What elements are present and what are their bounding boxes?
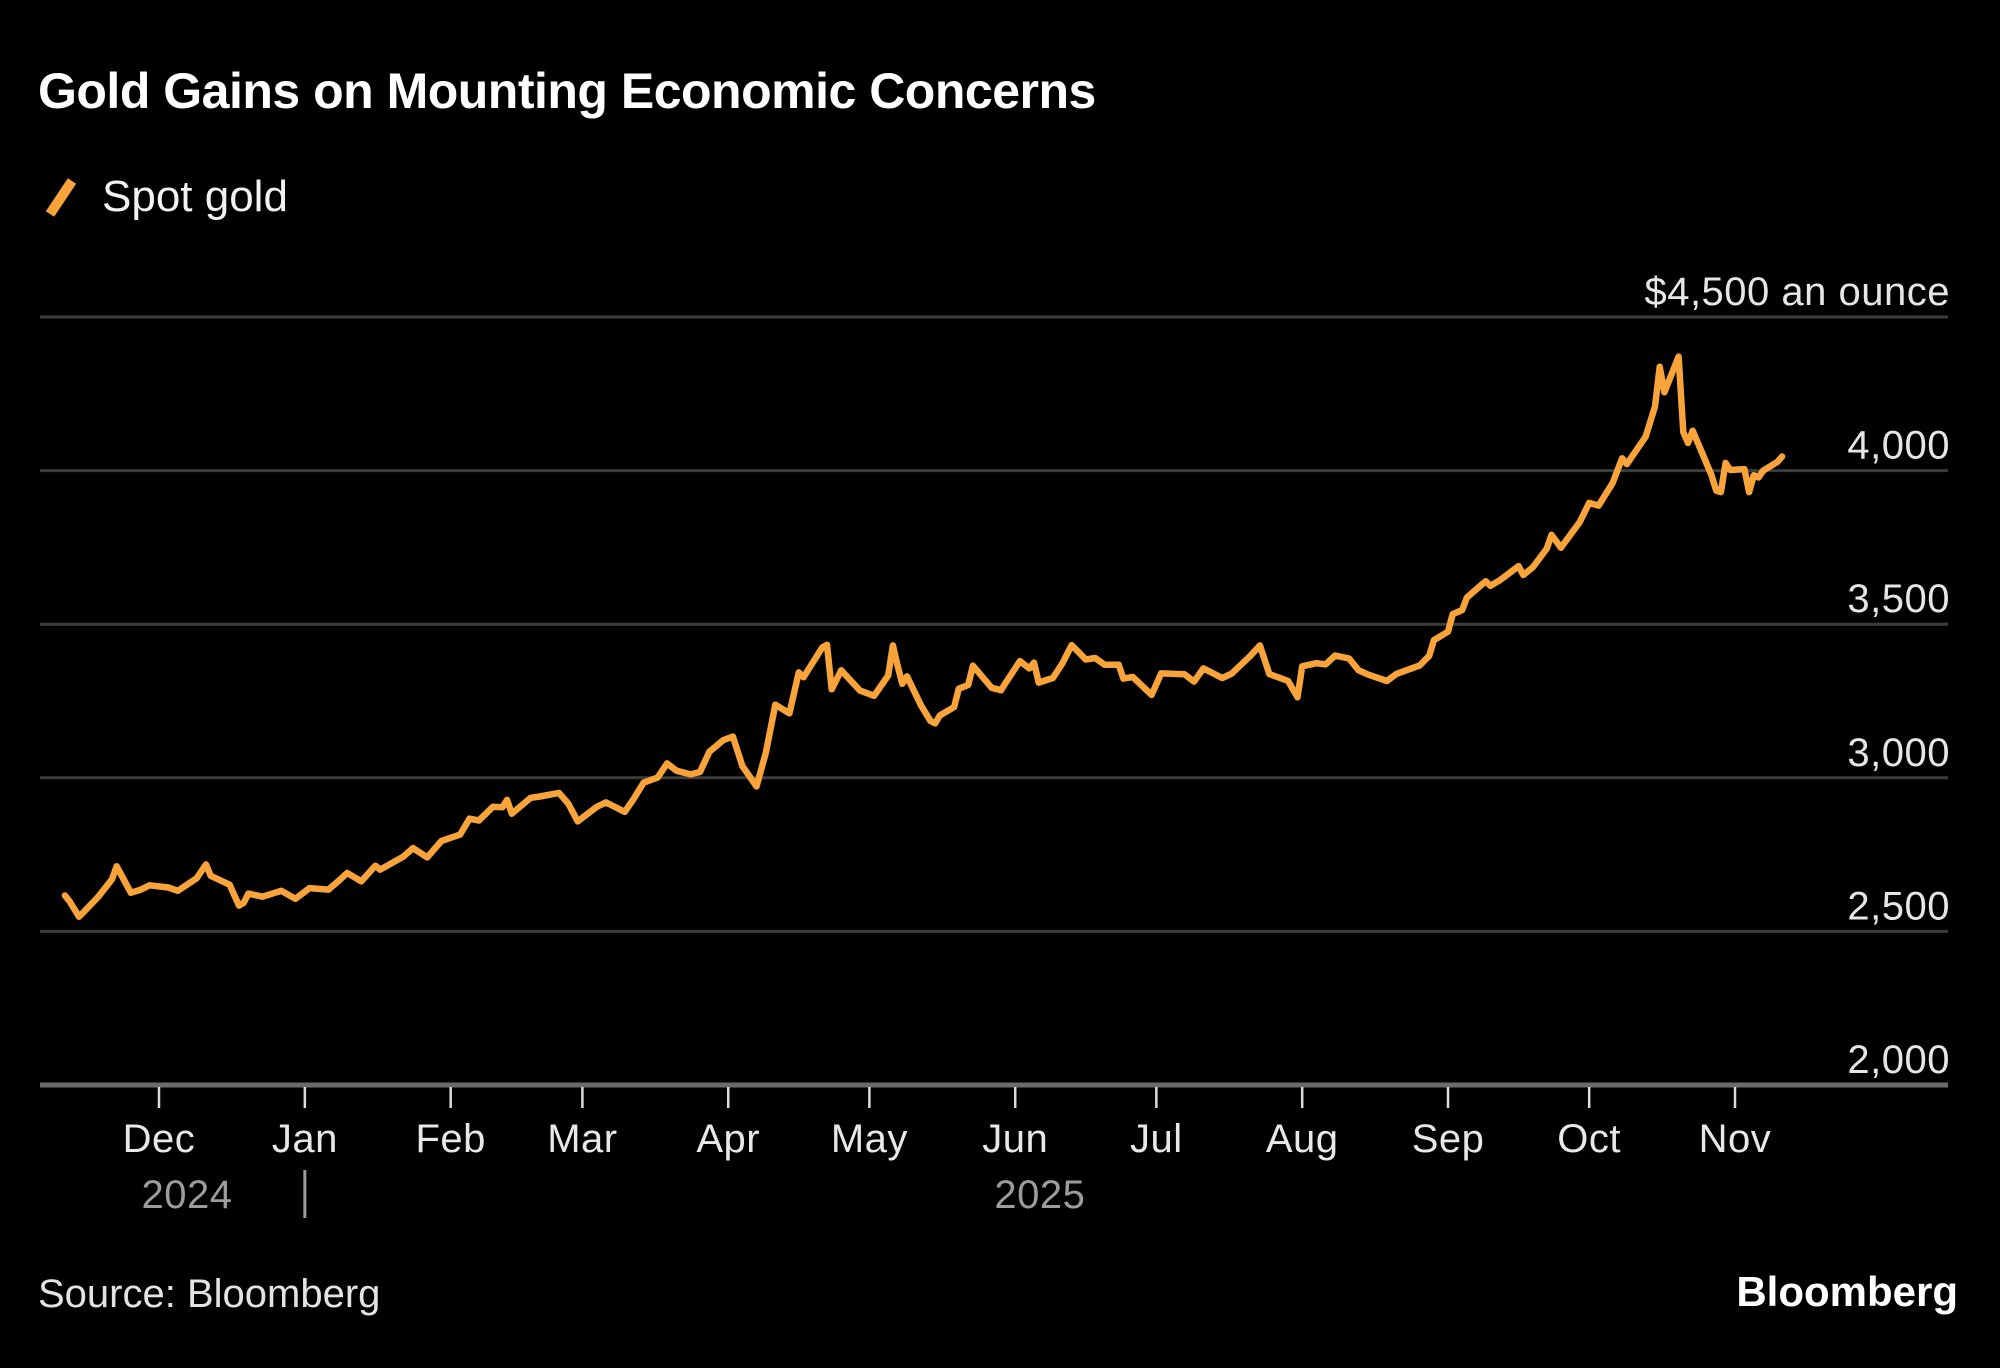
bloomberg-logo: Bloomberg <box>1736 1268 1958 1315</box>
x-axis-label-oct: Oct <box>1557 1117 1621 1161</box>
x-axis-label-apr: Apr <box>696 1117 760 1161</box>
y-axis-label-4500: $4,500 an ounce <box>1644 270 1950 314</box>
y-axis-label-2500: 2,500 <box>1847 884 1950 928</box>
y-axis-label-2000: 2,000 <box>1847 1038 1950 1082</box>
source-note: Source: Bloomberg <box>38 1272 381 1316</box>
chart-title: Gold Gains on Mounting Economic Concerns <box>38 63 1096 119</box>
spot-gold-price-line <box>61 353 1786 920</box>
y-axis-label-3500: 3,500 <box>1847 577 1950 621</box>
y-axis-label-3000: 3,000 <box>1847 731 1950 775</box>
x-axis-label-may: May <box>831 1117 908 1161</box>
year-label-2025: 2025 <box>994 1173 1085 1217</box>
legend-label: Spot gold <box>102 172 288 221</box>
legend: Spot gold <box>42 172 288 222</box>
x-axis-label-dec: Dec <box>123 1117 196 1161</box>
x-axis-label-nov: Nov <box>1699 1117 1772 1161</box>
x-axis-label-jan: Jan <box>272 1117 338 1161</box>
year-label-2024: 2024 <box>142 1173 233 1217</box>
y-axis-label-4000: 4,000 <box>1847 424 1950 468</box>
x-axis-label-aug: Aug <box>1266 1117 1339 1161</box>
x-axis-label-mar: Mar <box>547 1117 617 1161</box>
x-axis-label-feb: Feb <box>415 1117 485 1161</box>
legend-slash-icon <box>45 178 77 217</box>
x-axis-label-sep: Sep <box>1412 1117 1485 1161</box>
x-axis-label-jun: Jun <box>982 1117 1048 1161</box>
x-axis-label-jul: Jul <box>1130 1117 1183 1161</box>
